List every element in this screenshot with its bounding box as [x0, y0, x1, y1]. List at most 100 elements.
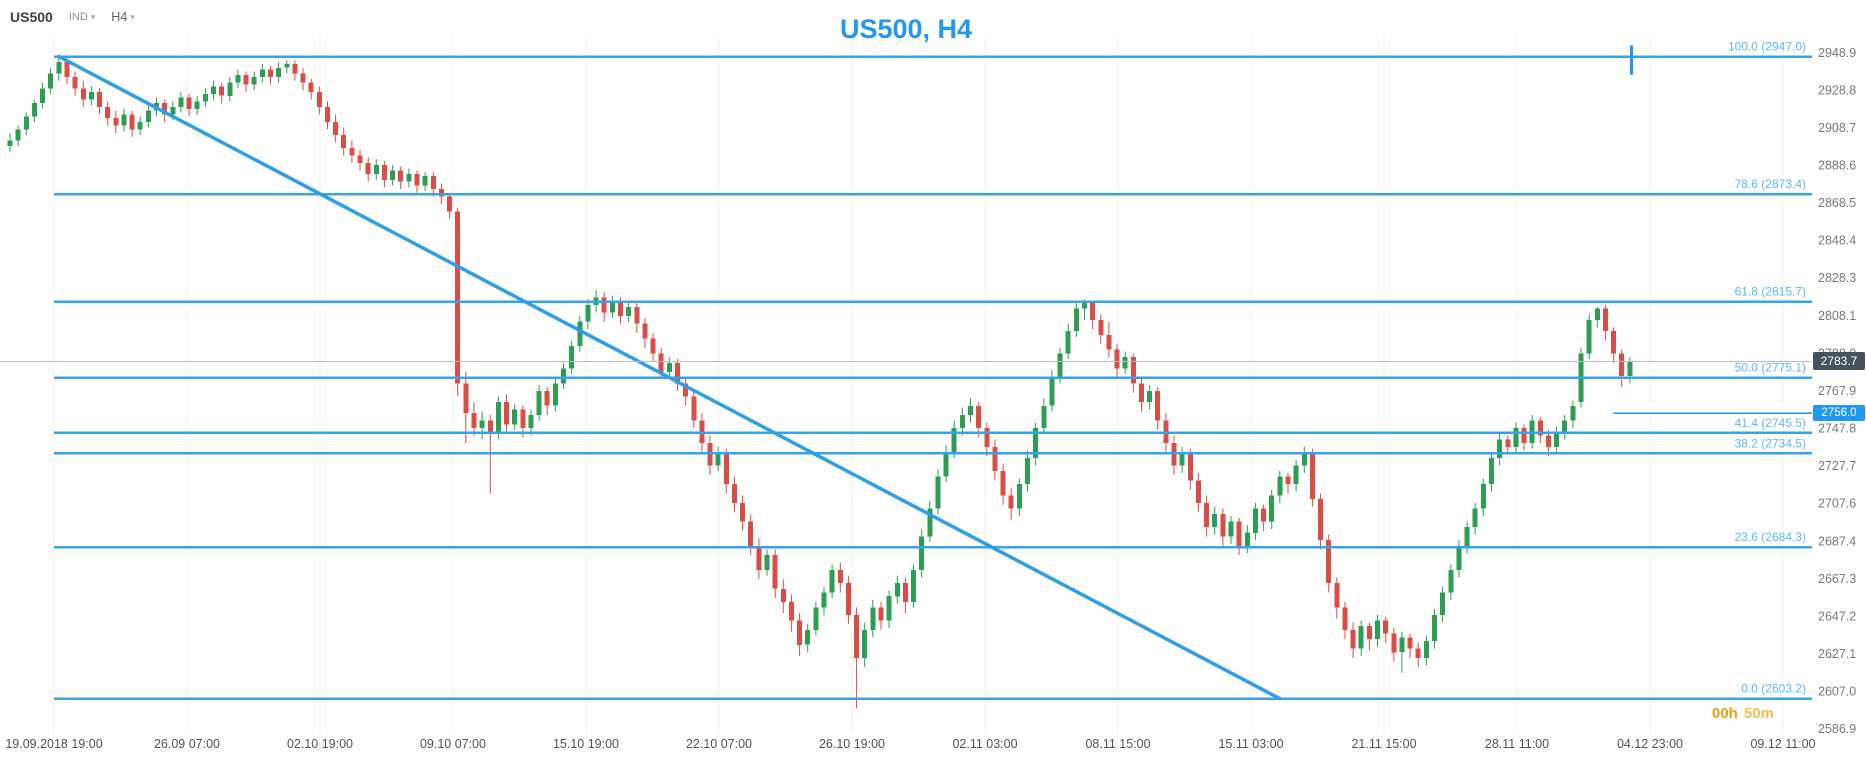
- candle-body: [1179, 452, 1185, 466]
- price-tick-label: 2848.4: [1818, 234, 1856, 248]
- fib-label: 23.6 (2684.3): [1735, 530, 1806, 544]
- candle-body: [732, 484, 737, 503]
- candle-body: [259, 69, 265, 78]
- candle-body: [1505, 439, 1511, 447]
- candle-body: [88, 92, 94, 100]
- candle-body: [1309, 452, 1315, 500]
- candle-body: [1000, 471, 1006, 496]
- candle-body: [1342, 607, 1348, 630]
- candle-body: [430, 176, 436, 190]
- candle-body: [31, 103, 37, 117]
- price-tick-label: 2707.6: [1818, 497, 1856, 511]
- candle-body: [837, 570, 843, 584]
- candle-body: [976, 405, 982, 429]
- price-tick-label: 2868.5: [1818, 196, 1856, 210]
- trendline[interactable]: [57, 54, 1282, 701]
- candle-body: [56, 62, 62, 74]
- candle-body: [1334, 583, 1340, 608]
- candle-body: [894, 583, 900, 597]
- candle-body: [959, 415, 965, 429]
- candle-body: [487, 420, 493, 434]
- candle-body: [145, 110, 151, 122]
- candle-body: [1228, 521, 1234, 537]
- fib-label: 38.2 (2734.5): [1735, 436, 1806, 450]
- candle-body: [829, 570, 835, 593]
- candle-body: [1285, 476, 1291, 485]
- candle-body: [1537, 420, 1543, 436]
- alert-price-badge[interactable]: 2756.0: [1813, 405, 1865, 421]
- candle-body: [1456, 545, 1462, 571]
- price-tick-label: 2647.2: [1818, 609, 1856, 623]
- time-axis-label: 04.12 23:00: [1617, 737, 1683, 751]
- candle-body: [186, 97, 192, 109]
- candle-body: [406, 174, 412, 182]
- candle-body: [178, 97, 184, 107]
- candle-body: [544, 390, 550, 406]
- candle-body: [1513, 428, 1519, 447]
- candle-body: [80, 88, 86, 100]
- candle-body: [1236, 521, 1242, 546]
- candle-body: [1212, 514, 1218, 528]
- price-tick-label: 2687.4: [1818, 534, 1856, 548]
- candle-body: [854, 614, 860, 658]
- candle-body: [642, 323, 648, 339]
- candle-body: [1204, 502, 1210, 528]
- price-tick-label: 2928.8: [1818, 84, 1856, 98]
- scrollbar-thumb[interactable]: [1630, 45, 1633, 75]
- time-axis-label: 02.11 03:00: [952, 737, 1017, 751]
- candle-body: [1497, 439, 1503, 459]
- candle-body: [788, 601, 794, 621]
- price-tick-label: 2888.6: [1818, 159, 1856, 173]
- candle-body: [1521, 428, 1527, 444]
- candle-body: [105, 107, 111, 119]
- candle-body: [1366, 626, 1372, 640]
- candle-body: [984, 428, 990, 447]
- candle-body: [422, 176, 428, 186]
- current-price-badge: 2783.7: [1813, 352, 1865, 370]
- candle-body: [1057, 353, 1063, 378]
- time-axis-label: 08.11 15:00: [1085, 737, 1150, 751]
- time-axis-label: 15.10 19:00: [553, 737, 619, 751]
- candle-body: [97, 92, 102, 107]
- candle-body: [72, 77, 78, 89]
- candle-body: [1489, 458, 1494, 485]
- candle-body: [357, 155, 363, 163]
- candle-body: [1244, 532, 1250, 546]
- candle-body: [715, 452, 721, 466]
- candle-body: [1562, 420, 1568, 432]
- candle-body: [951, 428, 957, 453]
- candle-body: [15, 129, 21, 141]
- candle-body: [1147, 390, 1153, 402]
- symbol-label[interactable]: US500: [10, 9, 53, 25]
- candle-body: [23, 116, 29, 130]
- candle-body: [455, 211, 461, 384]
- candle-body: [276, 67, 282, 78]
- candle-body: [1480, 484, 1486, 509]
- chart-title: US500, H4: [839, 14, 973, 44]
- chevron-down-icon: ▾: [90, 11, 96, 22]
- candle-body: [691, 396, 697, 421]
- candle-body: [585, 304, 591, 322]
- candle-body: [1318, 499, 1323, 541]
- candle-body: [561, 368, 566, 384]
- candle-body: [911, 570, 916, 602]
- candle-body: [569, 346, 575, 369]
- candle-body: [1261, 508, 1267, 522]
- candle-body: [1090, 303, 1096, 320]
- candle-body: [845, 583, 851, 615]
- candle-body: [308, 82, 314, 92]
- timeframe-dropdown-label: H4: [111, 10, 128, 24]
- candle-body: [886, 596, 892, 621]
- fib-label: 78.6 (2873.4): [1735, 177, 1806, 191]
- candle-body: [1049, 377, 1055, 406]
- candle-body: [618, 301, 623, 317]
- candle-body: [1415, 648, 1421, 658]
- candle-body: [1293, 465, 1299, 485]
- time-axis-label: 22.10 07:00: [686, 737, 752, 751]
- candle-body: [992, 446, 998, 472]
- timeframe-dropdown[interactable]: H4 ▾: [111, 10, 135, 24]
- indicators-dropdown[interactable]: IND ▾: [69, 11, 95, 23]
- time-axis-label: 19.09.2018 19:00: [5, 737, 102, 751]
